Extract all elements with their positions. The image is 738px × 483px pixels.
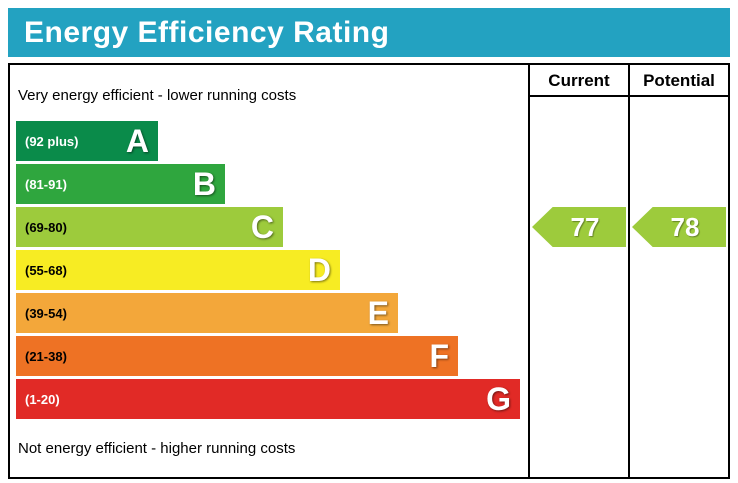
band-letter-a: A (125, 123, 149, 159)
bottom-note: Not energy efficient - higher running co… (18, 440, 296, 457)
band-letter-e: E (367, 295, 389, 331)
band-range-f: (21-38) (25, 348, 67, 364)
band-letter-d: D (307, 252, 331, 288)
current-rating-arrow: 77 (532, 207, 626, 247)
page-title: Energy Efficiency Rating (8, 8, 730, 57)
bands: (92 plus) A (81-91) B (69-80) C (10, 121, 528, 422)
band-range-g: (1-20) (25, 391, 60, 407)
band-letter-b: B (192, 166, 216, 202)
potential-rating-value: 78 (670, 211, 700, 242)
top-note: Very energy efficient - lower running co… (18, 87, 297, 104)
band-range-a: (92 plus) (25, 133, 79, 149)
band-bar-a: (92 plus) A (16, 121, 158, 161)
band-row-c: (69-80) C (16, 207, 528, 247)
band-bar-f: (21-38) F (16, 336, 458, 376)
band-row-d: (55-68) D (16, 250, 528, 290)
current-rating-value: 77 (570, 211, 600, 242)
band-range-c: (69-80) (25, 219, 67, 235)
band-row-b: (81-91) B (16, 164, 528, 204)
band-row-g: (1-20) G (16, 379, 528, 419)
potential-column: Potential 78 (628, 65, 728, 477)
current-column-header: Current (530, 65, 628, 97)
band-row-f: (21-38) F (16, 336, 528, 376)
rating-chart: Very energy efficient - lower running co… (8, 63, 730, 479)
band-letter-g: G (486, 381, 511, 417)
band-bar-g: (1-20) G (16, 379, 520, 419)
band-row-a: (92 plus) A (16, 121, 528, 161)
band-range-d: (55-68) (25, 262, 67, 278)
band-letter-c: C (250, 209, 274, 245)
potential-column-header: Potential (630, 65, 728, 97)
band-letter-f: F (429, 338, 449, 374)
current-column: Current 77 (528, 65, 628, 477)
band-range-e: (39-54) (25, 305, 67, 321)
band-bar-b: (81-91) B (16, 164, 225, 204)
band-bar-e: (39-54) E (16, 293, 398, 333)
bands-area: Very energy efficient - lower running co… (10, 65, 528, 477)
band-bar-c: (69-80) C (16, 207, 283, 247)
band-range-b: (81-91) (25, 176, 67, 192)
band-bar-d: (55-68) D (16, 250, 340, 290)
potential-rating-arrow: 78 (632, 207, 726, 247)
band-row-e: (39-54) E (16, 293, 528, 333)
